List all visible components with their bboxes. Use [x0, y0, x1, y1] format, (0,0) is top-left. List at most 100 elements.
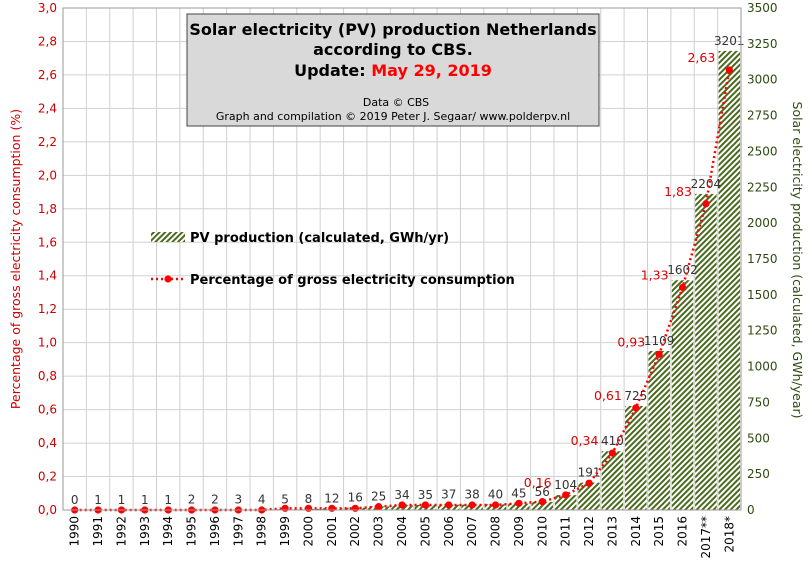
point-percentage	[609, 450, 616, 457]
point-percentage	[282, 505, 289, 512]
bar-data-label: 1	[94, 493, 102, 507]
x-axis-tick-label: 2006	[442, 516, 456, 547]
bar-data-label: 37	[441, 488, 456, 502]
x-axis-tick-label: 1996	[208, 516, 222, 547]
bar-data-label: 25	[371, 489, 386, 503]
bar-data-label: 4	[258, 492, 266, 506]
right-axis-tick-label: 1500	[747, 288, 778, 302]
x-axis-tick-label: 1995	[185, 516, 199, 547]
left-axis-tick-label: 1,8	[38, 202, 57, 216]
bar-pv-production	[695, 194, 717, 510]
right-axis-tick-label: 2500	[747, 144, 778, 158]
x-axis-tick-label: 2018*	[722, 516, 736, 553]
x-axis-tick-label: 2017**	[699, 516, 713, 559]
x-axis-tick-label: 2005	[418, 516, 432, 547]
x-axis-tick-label: 2000	[301, 516, 315, 547]
point-percentage	[656, 351, 663, 358]
x-axis-tick-label: 1998	[255, 516, 269, 547]
left-axis-tick-label: 2,8	[38, 34, 57, 48]
bar-pv-production	[672, 280, 694, 510]
left-axis-title: Percentage of gross electricity consumpt…	[8, 109, 23, 409]
left-axis-tick-label: 0,6	[38, 403, 57, 417]
bar-data-label: 1109	[644, 334, 675, 348]
chart-update-line: Update: May 29, 2019	[294, 61, 492, 80]
x-axis-tick-label: 2004	[395, 516, 409, 547]
bar-data-label: 1	[141, 493, 149, 507]
point-percentage	[515, 500, 522, 507]
right-axis-tick-label: 2750	[747, 109, 778, 123]
bar-data-label: 3201	[714, 34, 745, 48]
x-axis-tick-label: 1990	[68, 516, 82, 547]
left-axis-tick-label: 3,0	[38, 1, 57, 15]
percentage-data-label: 2,63	[687, 50, 715, 65]
percentage-data-label: 1,83	[664, 184, 692, 199]
percentage-data-label: 0,16	[524, 475, 552, 490]
right-axis-tick-label: 3500	[747, 1, 778, 15]
x-axis-tick-label: 2009	[512, 516, 526, 547]
x-axis-tick-label: 1992	[114, 516, 128, 547]
bar-pv-production	[719, 51, 741, 510]
right-axis-tick-label: 500	[747, 431, 770, 445]
bar-data-label: 40	[488, 487, 503, 501]
chart-title-line-2: according to CBS.	[313, 40, 473, 59]
point-percentage	[328, 505, 335, 512]
point-percentage	[422, 501, 429, 508]
bar-data-label: 34	[394, 488, 409, 502]
bar-data-label: 38	[464, 488, 479, 502]
left-axis-tick-label: 1,0	[38, 336, 57, 350]
x-axis-tick-label: 2013	[605, 516, 619, 547]
update-date: May 29, 2019	[371, 61, 492, 80]
point-percentage	[445, 501, 452, 508]
point-percentage	[679, 284, 686, 291]
left-axis-tick-label: 0,2	[38, 470, 57, 484]
right-axis-tick-label: 0	[747, 503, 755, 517]
right-axis-tick-label: 250	[747, 467, 770, 481]
x-axis-tick-label: 2015	[652, 516, 666, 547]
right-axis-tick-label: 2000	[747, 216, 778, 230]
bar-pv-production	[648, 351, 670, 510]
right-axis-title: Solar electricity production (calculated…	[790, 101, 805, 418]
x-axis-tick-label: 2014	[629, 516, 643, 547]
point-percentage	[562, 491, 569, 498]
point-percentage	[469, 501, 476, 508]
chart-title-line-1: Solar electricity (PV) production Nether…	[189, 20, 596, 39]
bar-data-label: 1	[164, 493, 172, 507]
right-axis-tick-label: 750	[747, 395, 770, 409]
bar-data-label: 1	[118, 493, 126, 507]
legend-label-percentage: Percentage of gross electricity consumpt…	[190, 273, 515, 288]
x-axis-tick-label: 2016	[676, 516, 690, 547]
bar-data-label: 8	[305, 492, 313, 506]
percentage-data-label: 0,34	[571, 433, 599, 448]
left-axis-tick-label: 0,8	[38, 369, 57, 383]
percentage-data-label: 0,61	[594, 388, 622, 403]
right-axis-tick-label: 1000	[747, 360, 778, 374]
bar-data-label: 12	[324, 491, 339, 505]
bar-data-label: 2	[211, 493, 219, 507]
percentage-data-label: 0,93	[617, 334, 645, 349]
right-axis-tick-label: 3000	[747, 73, 778, 87]
bar-data-label: 16	[348, 491, 363, 505]
percentage-data-label: 1,33	[641, 267, 669, 282]
x-axis-tick-label: 1993	[138, 516, 152, 547]
x-axis-tick-label: 2012	[582, 516, 596, 547]
bar-data-label: 2204	[691, 177, 722, 191]
x-axis-tick-label: 2003	[372, 516, 386, 547]
bar-data-label: 1602	[667, 263, 698, 277]
point-percentage	[585, 480, 592, 487]
x-axis-tick-label: 2001	[325, 516, 339, 547]
x-axis-tick-label: 2010	[535, 516, 549, 547]
x-axis-tick-label: 2011	[559, 516, 573, 547]
x-axis-tick-label: 1991	[91, 516, 105, 547]
left-axis-tick-label: 0,0	[38, 503, 57, 517]
left-axis-tick-label: 1,6	[38, 235, 57, 249]
bar-data-label: 3	[235, 493, 243, 507]
x-axis-tick-label: 2008	[489, 516, 503, 547]
x-axis-tick-label: 1997	[231, 516, 245, 547]
point-percentage	[702, 200, 709, 207]
point-percentage	[305, 505, 312, 512]
point-percentage	[539, 498, 546, 505]
left-axis-tick-label: 2,6	[38, 68, 57, 82]
left-axis-tick-label: 2,4	[38, 101, 57, 115]
right-axis-tick-label: 2250	[747, 180, 778, 194]
